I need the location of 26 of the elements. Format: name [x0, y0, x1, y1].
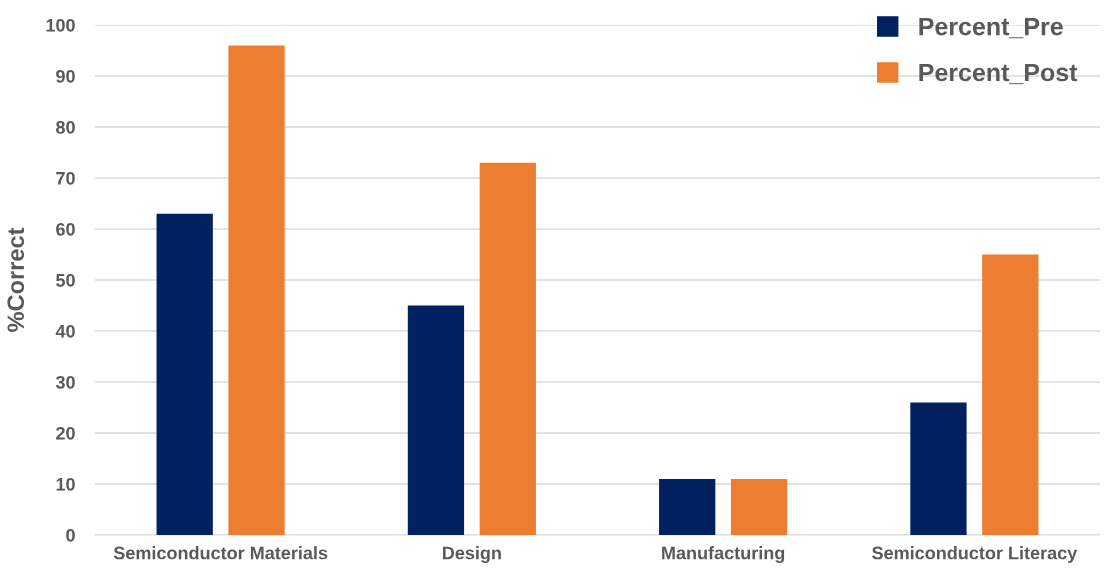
legend-label: Percent_Pre	[919, 17, 1063, 39]
bar	[982, 254, 1039, 535]
bar	[228, 45, 285, 535]
bar	[156, 213, 213, 535]
bar	[910, 402, 967, 535]
bar	[479, 162, 536, 535]
bar	[407, 305, 465, 535]
bar	[730, 478, 788, 535]
bar	[659, 478, 716, 535]
legend-label: Percent_Post	[919, 63, 1078, 85]
y-axis-title: %Correct	[7, 227, 25, 332]
y-tick-label: 0	[66, 528, 75, 542]
x-tick-label: Design	[442, 546, 501, 564]
y-tick-label: 50	[56, 273, 75, 287]
x-tick-label: Semiconductor Materials	[113, 546, 328, 560]
y-tick-label: 90	[56, 69, 75, 83]
y-tick-label: 10	[56, 477, 75, 491]
y-tick-label: 60	[56, 222, 75, 236]
x-tick-label: Manufacturing	[662, 546, 785, 564]
y-tick-label: 30	[55, 375, 75, 389]
y-tick-label: 20	[56, 426, 75, 440]
y-tick-label: 70	[56, 171, 75, 185]
y-tick-label: 80	[56, 120, 75, 134]
x-tick-label: Semiconductor Literacy	[872, 546, 1078, 563]
y-tick-label: 100	[46, 18, 75, 32]
y-tick-label: 40	[55, 324, 75, 338]
